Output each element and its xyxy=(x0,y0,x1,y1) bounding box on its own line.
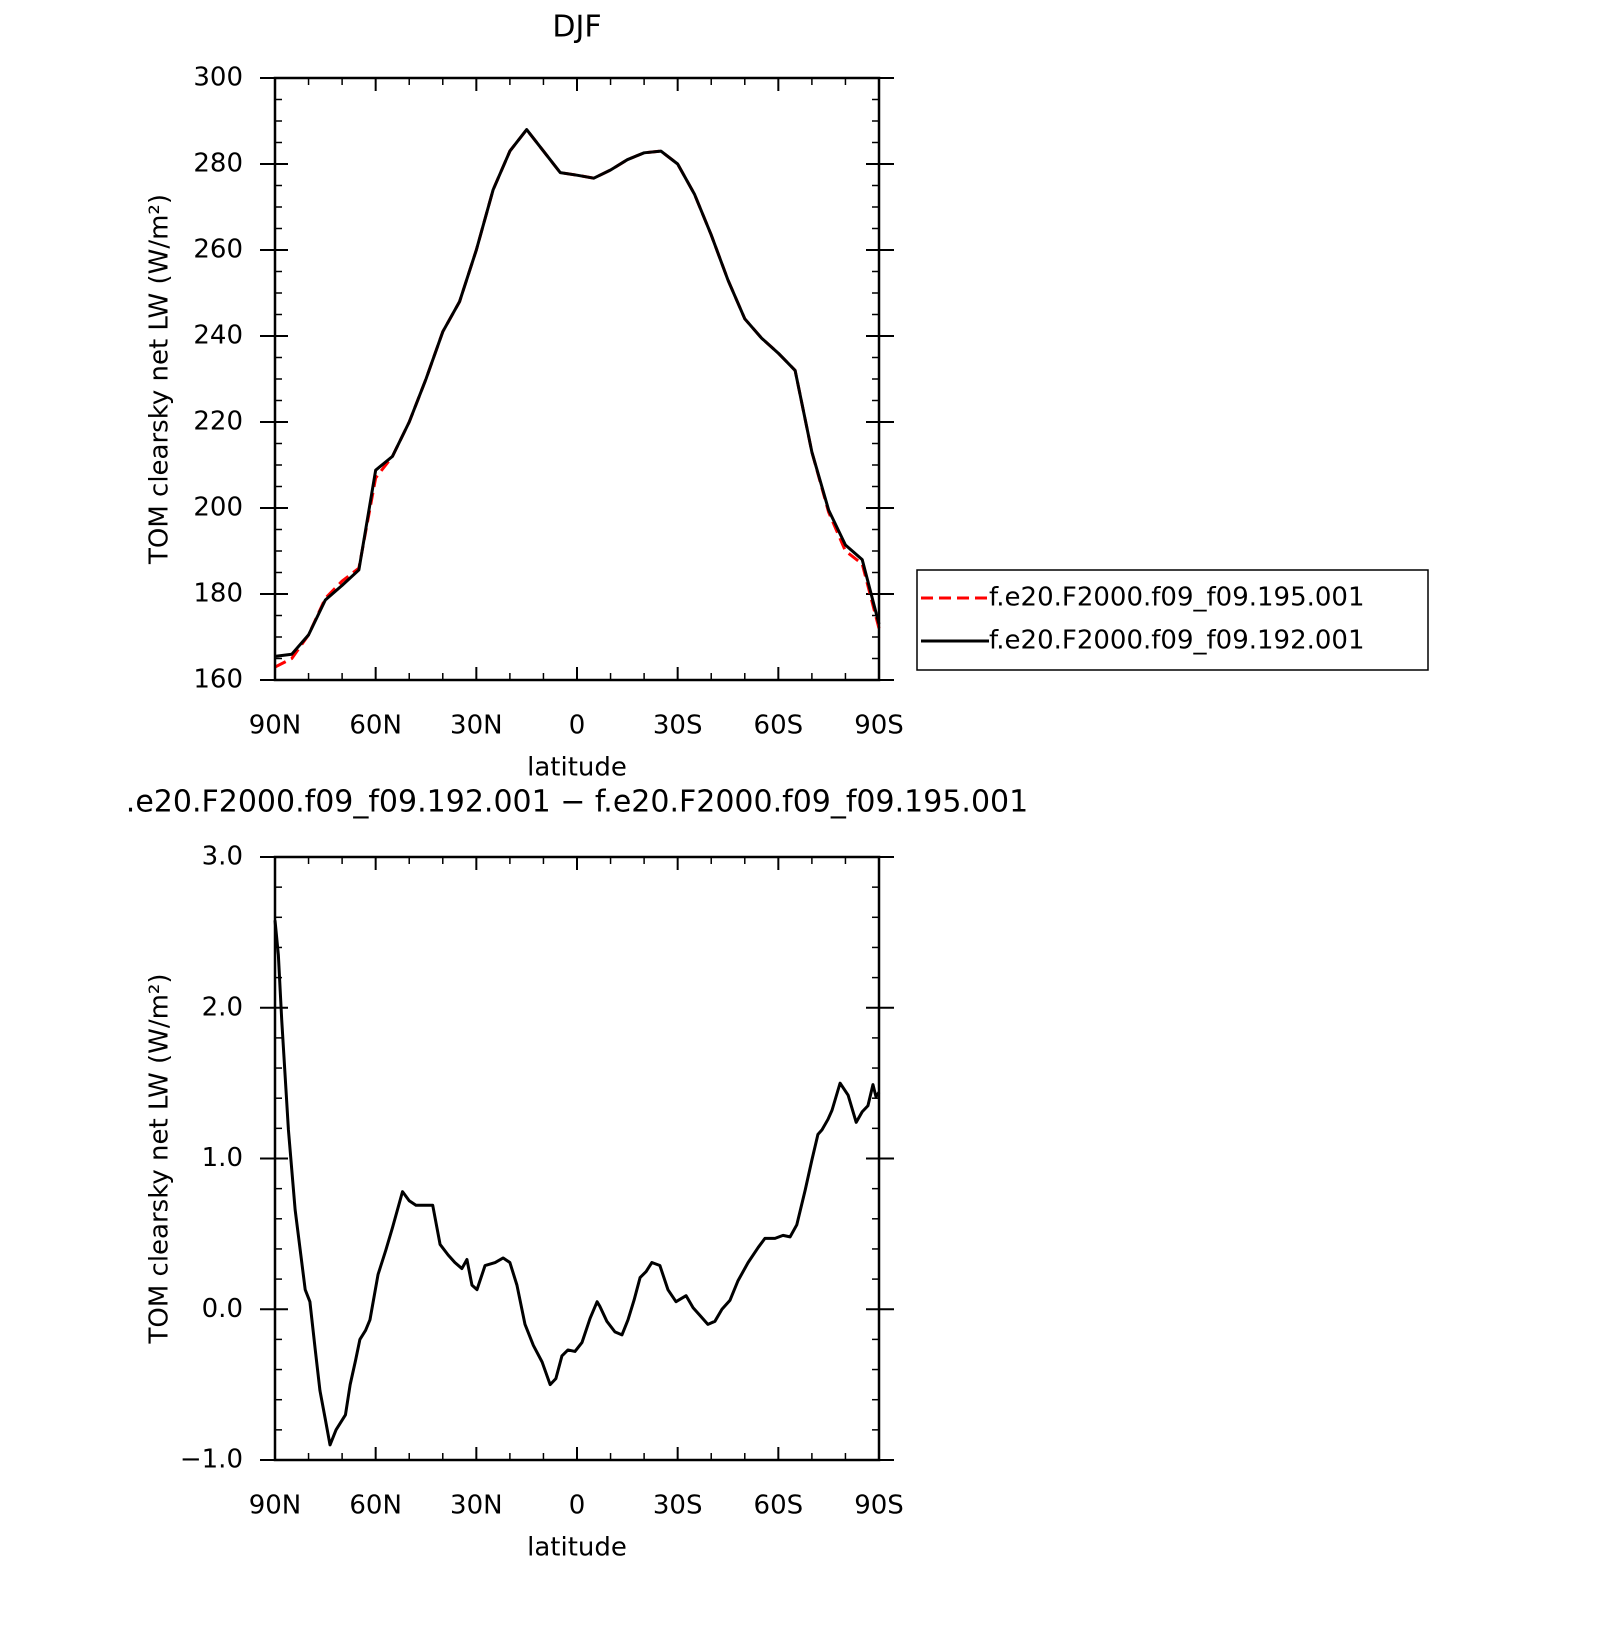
y-tick-label: 200 xyxy=(193,493,243,523)
y-tick-label: 160 xyxy=(193,665,243,695)
x-tick-label: 90N xyxy=(249,1491,302,1521)
x-tick-label: 30S xyxy=(653,1491,703,1521)
y-tick-label: 0.0 xyxy=(202,1294,243,1324)
y-tick-label: 180 xyxy=(193,579,243,609)
plot-frame xyxy=(273,855,881,1462)
data-line xyxy=(274,128,881,669)
x-tick-label: 90S xyxy=(854,1491,904,1521)
y-tick-label: 220 xyxy=(193,407,243,437)
x-tick-label: 60N xyxy=(349,711,402,741)
x-tick-label: 90S xyxy=(854,711,904,741)
x-tick-label: 0 xyxy=(569,711,586,741)
x-tick-label: 90N xyxy=(249,711,302,741)
x-tick-label: 30N xyxy=(450,1491,503,1521)
x-tick-label: 30N xyxy=(450,711,503,741)
y-tick-label: 1.0 xyxy=(202,1143,243,1173)
chart-title: .e20.F2000.f09_f09.192.001 − f.e20.F2000… xyxy=(126,785,1028,820)
y-axis-label: TOM clearsky net LW (W/m²) xyxy=(145,194,175,565)
x-axis-label: latitude xyxy=(527,1533,627,1563)
plot-frame xyxy=(273,76,881,682)
x-tick-label: 0 xyxy=(569,1491,586,1521)
x-axis-label: latitude xyxy=(527,753,627,783)
y-tick-label: 280 xyxy=(193,149,243,179)
y-tick-label: 260 xyxy=(193,235,243,265)
y-tick-label: −1.0 xyxy=(180,1445,243,1475)
x-tick-label: 60N xyxy=(349,1491,402,1521)
legend-box xyxy=(916,569,1429,671)
legend-label: f.e20.F2000.f09_f09.192.001 xyxy=(989,626,1365,656)
x-tick-label: 60S xyxy=(754,711,804,741)
chart-title: DJF xyxy=(552,10,601,45)
x-tick-label: 60S xyxy=(754,1491,804,1521)
legend-label: f.e20.F2000.f09_f09.195.001 xyxy=(989,583,1365,613)
data-line xyxy=(274,128,881,658)
data-line xyxy=(273,920,881,1447)
y-tick-label: 300 xyxy=(193,63,243,93)
y-tick-label: 3.0 xyxy=(202,842,243,872)
y-axis-label: TOM clearsky net LW (W/m²) xyxy=(145,973,175,1344)
x-tick-label: 30S xyxy=(653,711,703,741)
y-tick-label: 240 xyxy=(193,321,243,351)
y-tick-label: 2.0 xyxy=(202,992,243,1022)
